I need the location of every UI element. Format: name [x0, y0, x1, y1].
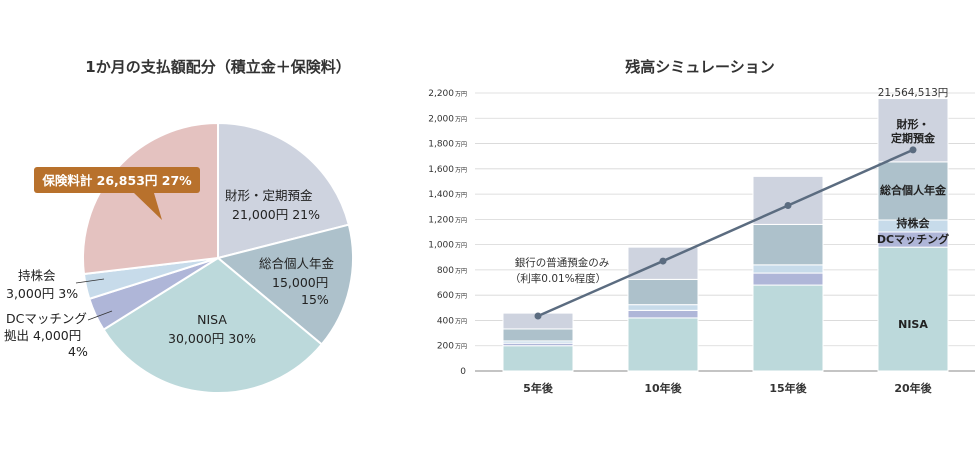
bar-segment-nisa — [752, 284, 824, 372]
y-tick-label: 1,600 — [428, 165, 454, 175]
y-tick-unit: 万円 — [455, 243, 467, 250]
pie-slice-ideco — [215, 223, 354, 346]
line-point — [784, 201, 792, 209]
segment-label-ideco: 総合個人年金 — [880, 183, 947, 197]
bar-segment-nisa — [502, 345, 574, 372]
bar-segment-dc — [627, 309, 699, 319]
slice-label-ideco-name: 総合個人年金 — [259, 256, 335, 271]
x-tick-label: 20年後 — [894, 381, 932, 395]
pie-slice-nisa — [102, 256, 324, 394]
bar-title: 残高シミュレーション — [625, 58, 774, 76]
y-tick-label: 1,800 — [428, 140, 454, 150]
segment-label-zaikei-line1: 財形・ — [896, 117, 930, 131]
bar-segment-ideco — [752, 223, 824, 266]
line-series-name: 銀行の普通預金のみ — [515, 256, 610, 269]
segment-label-dc: DCマッチング — [877, 232, 949, 246]
slice-label-mochikabu-value: 3,000円 3% — [6, 286, 78, 301]
y-tick-unit: 万円 — [455, 192, 467, 199]
segment-label-nisa: NISA — [898, 318, 928, 331]
bar-segment-ideco — [627, 278, 699, 306]
pie-slice-zaikei — [217, 121, 351, 260]
y-tick-unit: 万円 — [455, 142, 467, 149]
y-tick-label: 600 — [437, 291, 454, 301]
segment-label-zaikei-line2: 定期預金 — [891, 131, 936, 145]
bar-segment-mochikabu — [752, 264, 824, 274]
y-tick-label: 1,200 — [428, 215, 454, 225]
callout-pointer — [134, 193, 162, 220]
slice-label-mochikabu-name: 持株会 — [18, 268, 56, 283]
x-tick-label: 10年後 — [644, 381, 682, 395]
bar-segment-nisa — [627, 317, 699, 372]
y-tick-unit: 万円 — [455, 217, 467, 224]
line-path — [537, 148, 914, 318]
y-tick-unit: 万円 — [455, 268, 467, 275]
y-tick-unit: 万円 — [455, 344, 467, 351]
x-tick-label: 15年後 — [769, 381, 807, 395]
line-series-note: （利率0.01%程度） — [510, 272, 606, 285]
pie-title: 1か月の支払額配分（積立金＋保険料） — [85, 58, 350, 76]
total-label: 21,564,513円 — [878, 87, 949, 99]
y-tick-unit: 万円 — [455, 167, 467, 174]
bar-segment-mochikabu — [627, 304, 699, 311]
slice-label-nisa-value: 30,000円 30% — [168, 331, 256, 346]
y-tick-label: 2,200 — [428, 89, 454, 99]
bank-deposit-line — [534, 146, 917, 320]
slice-label-ideco-amount: 15,000円 — [272, 275, 328, 290]
y-tick-unit: 万円 — [455, 116, 467, 123]
slice-label-ideco-pct: 15% — [301, 292, 329, 307]
x-tick-label: 5年後 — [523, 381, 554, 395]
segment-label-mochikabu: 持株会 — [897, 216, 931, 230]
slice-label-nisa-name: NISA — [197, 312, 227, 327]
y-tick-unit: 万円 — [455, 318, 467, 325]
line-point — [534, 312, 542, 320]
pie-chart: 1か月の支払額配分（積立金＋保険料） 財形・定期預金 21,000円 21% 総… — [4, 58, 354, 394]
bar-segment-nisa — [877, 246, 949, 372]
y-tick-label: 200 — [437, 342, 454, 352]
line-point — [909, 146, 917, 154]
slice-label-zaikei-value: 21,000円 21% — [232, 207, 320, 222]
line-point — [659, 257, 667, 265]
slice-label-zaikei-name: 財形・定期預金 — [225, 188, 313, 203]
bar-stacks — [502, 98, 949, 372]
y-tick-label: 0 — [460, 367, 466, 377]
slice-label-dc-name: DCマッチング — [6, 311, 87, 326]
callout-box — [34, 167, 200, 193]
y-tick-label: 1,000 — [428, 241, 454, 251]
leader-line-mochikabu — [75, 278, 105, 284]
bar-segment-dc — [752, 272, 824, 286]
y-tick-label: 800 — [437, 266, 454, 276]
slice-label-dc-amount: 拠出 4,000円 — [4, 328, 81, 343]
insurance-callout: 保険料計 26,853円 27% — [34, 167, 200, 220]
y-tick-label: 1,400 — [428, 190, 454, 200]
y-tick-unit: 万円 — [455, 91, 467, 98]
y-tick-label: 400 — [437, 316, 454, 326]
slice-label-dc-pct: 4% — [68, 344, 88, 359]
slice-label-insurance: 保険料計 26,853円 27% — [41, 173, 192, 188]
bar-segment-ideco — [502, 328, 574, 342]
bar-x-axis: 5年後 10年後 15年後 20年後 — [523, 381, 932, 395]
leader-line-dc — [87, 310, 113, 321]
y-tick-label: 2,000 — [428, 114, 454, 124]
y-tick-unit: 万円 — [455, 293, 467, 300]
